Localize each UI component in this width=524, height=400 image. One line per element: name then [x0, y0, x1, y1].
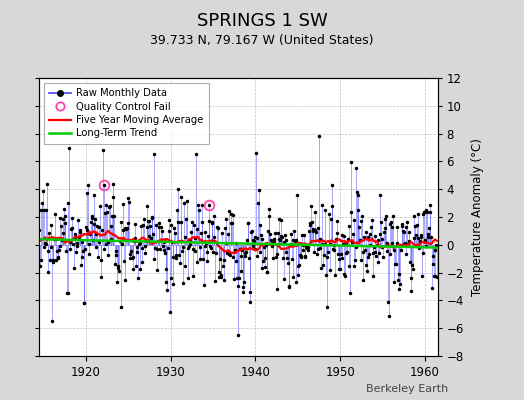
Legend: Raw Monthly Data, Quality Control Fail, Five Year Moving Average, Long-Term Tren: Raw Monthly Data, Quality Control Fail, …: [45, 83, 209, 144]
Text: 39.733 N, 79.167 W (United States): 39.733 N, 79.167 W (United States): [150, 34, 374, 47]
Text: Berkeley Earth: Berkeley Earth: [366, 384, 448, 394]
Y-axis label: Temperature Anomaly (°C): Temperature Anomaly (°C): [471, 138, 484, 296]
Text: SPRINGS 1 SW: SPRINGS 1 SW: [196, 12, 328, 30]
